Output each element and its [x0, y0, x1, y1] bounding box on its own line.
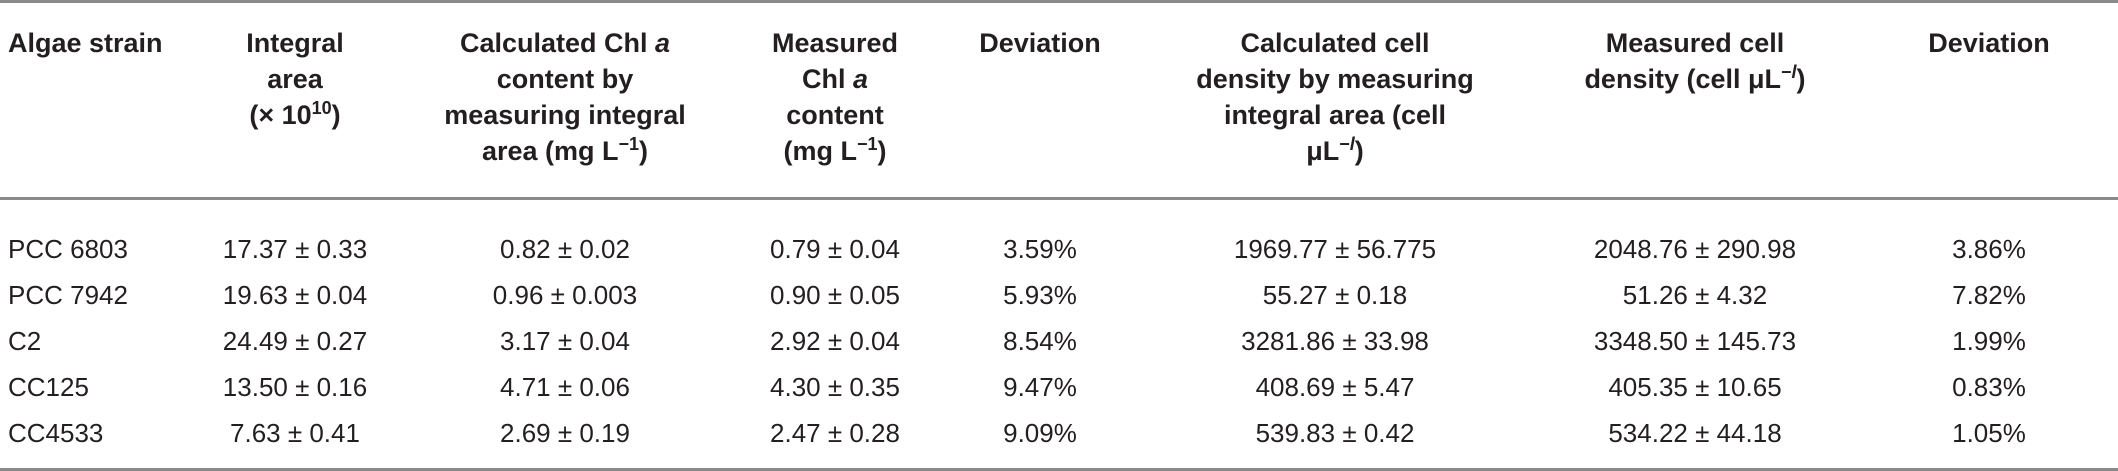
table-cell: 3281.86 ± 33.98 — [1241, 326, 1429, 356]
table-cell: 539.83 ± 0.42 — [1255, 418, 1415, 448]
table-cell: 4.30 ± 0.35 — [770, 372, 900, 402]
table-cell: 1969.77 ± 56.775 — [1233, 234, 1437, 264]
header-deviation-chl: Deviation — [979, 28, 1101, 58]
table-cell: 0.96 ± 0.003 — [492, 280, 638, 310]
table-cell: 1.99% — [1952, 326, 2026, 356]
header-measured-cell-density: Measured cell density (cell μL−l) — [1584, 28, 1806, 94]
header-calculated-cell-density: Calculated cell density by measuring integ… — [1196, 28, 1474, 166]
table-cell: 2.69 ± 0.19 — [500, 418, 630, 448]
table-cell: 3.59% — [1003, 234, 1077, 264]
table-cell: 4.71 ± 0.06 — [500, 372, 630, 402]
table-cell: 3348.50 ± 145.73 — [1593, 326, 1797, 356]
table-cell: 0.79 ± 0.04 — [770, 234, 900, 264]
table-cell: 7.82% — [1952, 280, 2026, 310]
header-calculated-chl-a: Calculated Chl a content by measuring inte… — [444, 28, 686, 166]
header-algae-strain: Algae strain — [8, 28, 163, 58]
table-cell: 9.09% — [1003, 418, 1077, 448]
table-cell: 2.47 ± 0.28 — [770, 418, 900, 448]
header-deviation-cell: Deviation — [1928, 28, 2050, 58]
header-measured-chl-a: Measured Chl a content (mg L−1) — [771, 28, 899, 166]
table-cell: 1.05% — [1952, 418, 2026, 448]
table-cell: 5.93% — [1003, 280, 1077, 310]
table-cell: 3.17 ± 0.04 — [500, 326, 630, 356]
row-label-strain: PCC 6803 — [8, 234, 128, 264]
table-cell: 2048.76 ± 290.98 — [1593, 234, 1797, 264]
table-cell: 408.69 ± 5.47 — [1255, 372, 1415, 402]
row-label-strain: CC125 — [8, 372, 89, 402]
table-row: PCC 6803 17.37 ± 0.33 0.82 ± 0.02 0.79 ± 0.… — [0, 199, 2118, 273]
table-cell: 0.82 ± 0.02 — [500, 234, 630, 264]
table-header: Algae strain Integral area (× 1010) Calculat… — [0, 1, 2118, 199]
table-row: CC125 13.50 ± 0.16 4.71 ± 0.06 4.30 ± 0.35 9… — [0, 364, 2118, 410]
row-label-strain: PCC 7942 — [8, 280, 128, 310]
table-cell: 7.63 ± 0.41 — [230, 418, 360, 448]
table-cell: 51.26 ± 4.32 — [1622, 280, 1768, 310]
header-integral-area: Integral area (× 1010) — [246, 28, 344, 130]
table-cell: 13.50 ± 0.16 — [222, 372, 368, 402]
row-label-strain: C2 — [8, 326, 42, 356]
table-cell: 17.37 ± 0.33 — [222, 234, 368, 264]
table-body: PCC 6803 17.37 ± 0.33 0.82 ± 0.02 0.79 ± 0.… — [0, 199, 2118, 470]
table-cell: 405.35 ± 10.65 — [1608, 372, 1782, 402]
table-cell: 3.86% — [1952, 234, 2026, 264]
table-row: PCC 7942 19.63 ± 0.04 0.96 ± 0.003 0.90 ± 0… — [0, 272, 2118, 318]
table-row: C2 24.49 ± 0.27 3.17 ± 0.04 2.92 ± 0.04 8.54… — [0, 318, 2118, 364]
header-row: Algae strain Integral area (× 1010) Calculat… — [0, 1, 2118, 199]
table-cell: 8.54% — [1003, 326, 1077, 356]
row-label-strain: CC4533 — [8, 418, 104, 448]
table-row: CC4533 7.63 ± 0.41 2.69 ± 0.19 2.47 ± 0.28 9… — [0, 410, 2118, 470]
table-cell: 55.27 ± 0.18 — [1262, 280, 1408, 310]
table-cell: 9.47% — [1003, 372, 1077, 402]
table-cell: 24.49 ± 0.27 — [222, 326, 368, 356]
table-cell: 534.22 ± 44.18 — [1608, 418, 1782, 448]
table-cell: 0.90 ± 0.05 — [770, 280, 900, 310]
table-cell: 0.83% — [1952, 372, 2026, 402]
table-cell: 2.92 ± 0.04 — [770, 326, 900, 356]
table-cell: 19.63 ± 0.04 — [222, 280, 368, 310]
